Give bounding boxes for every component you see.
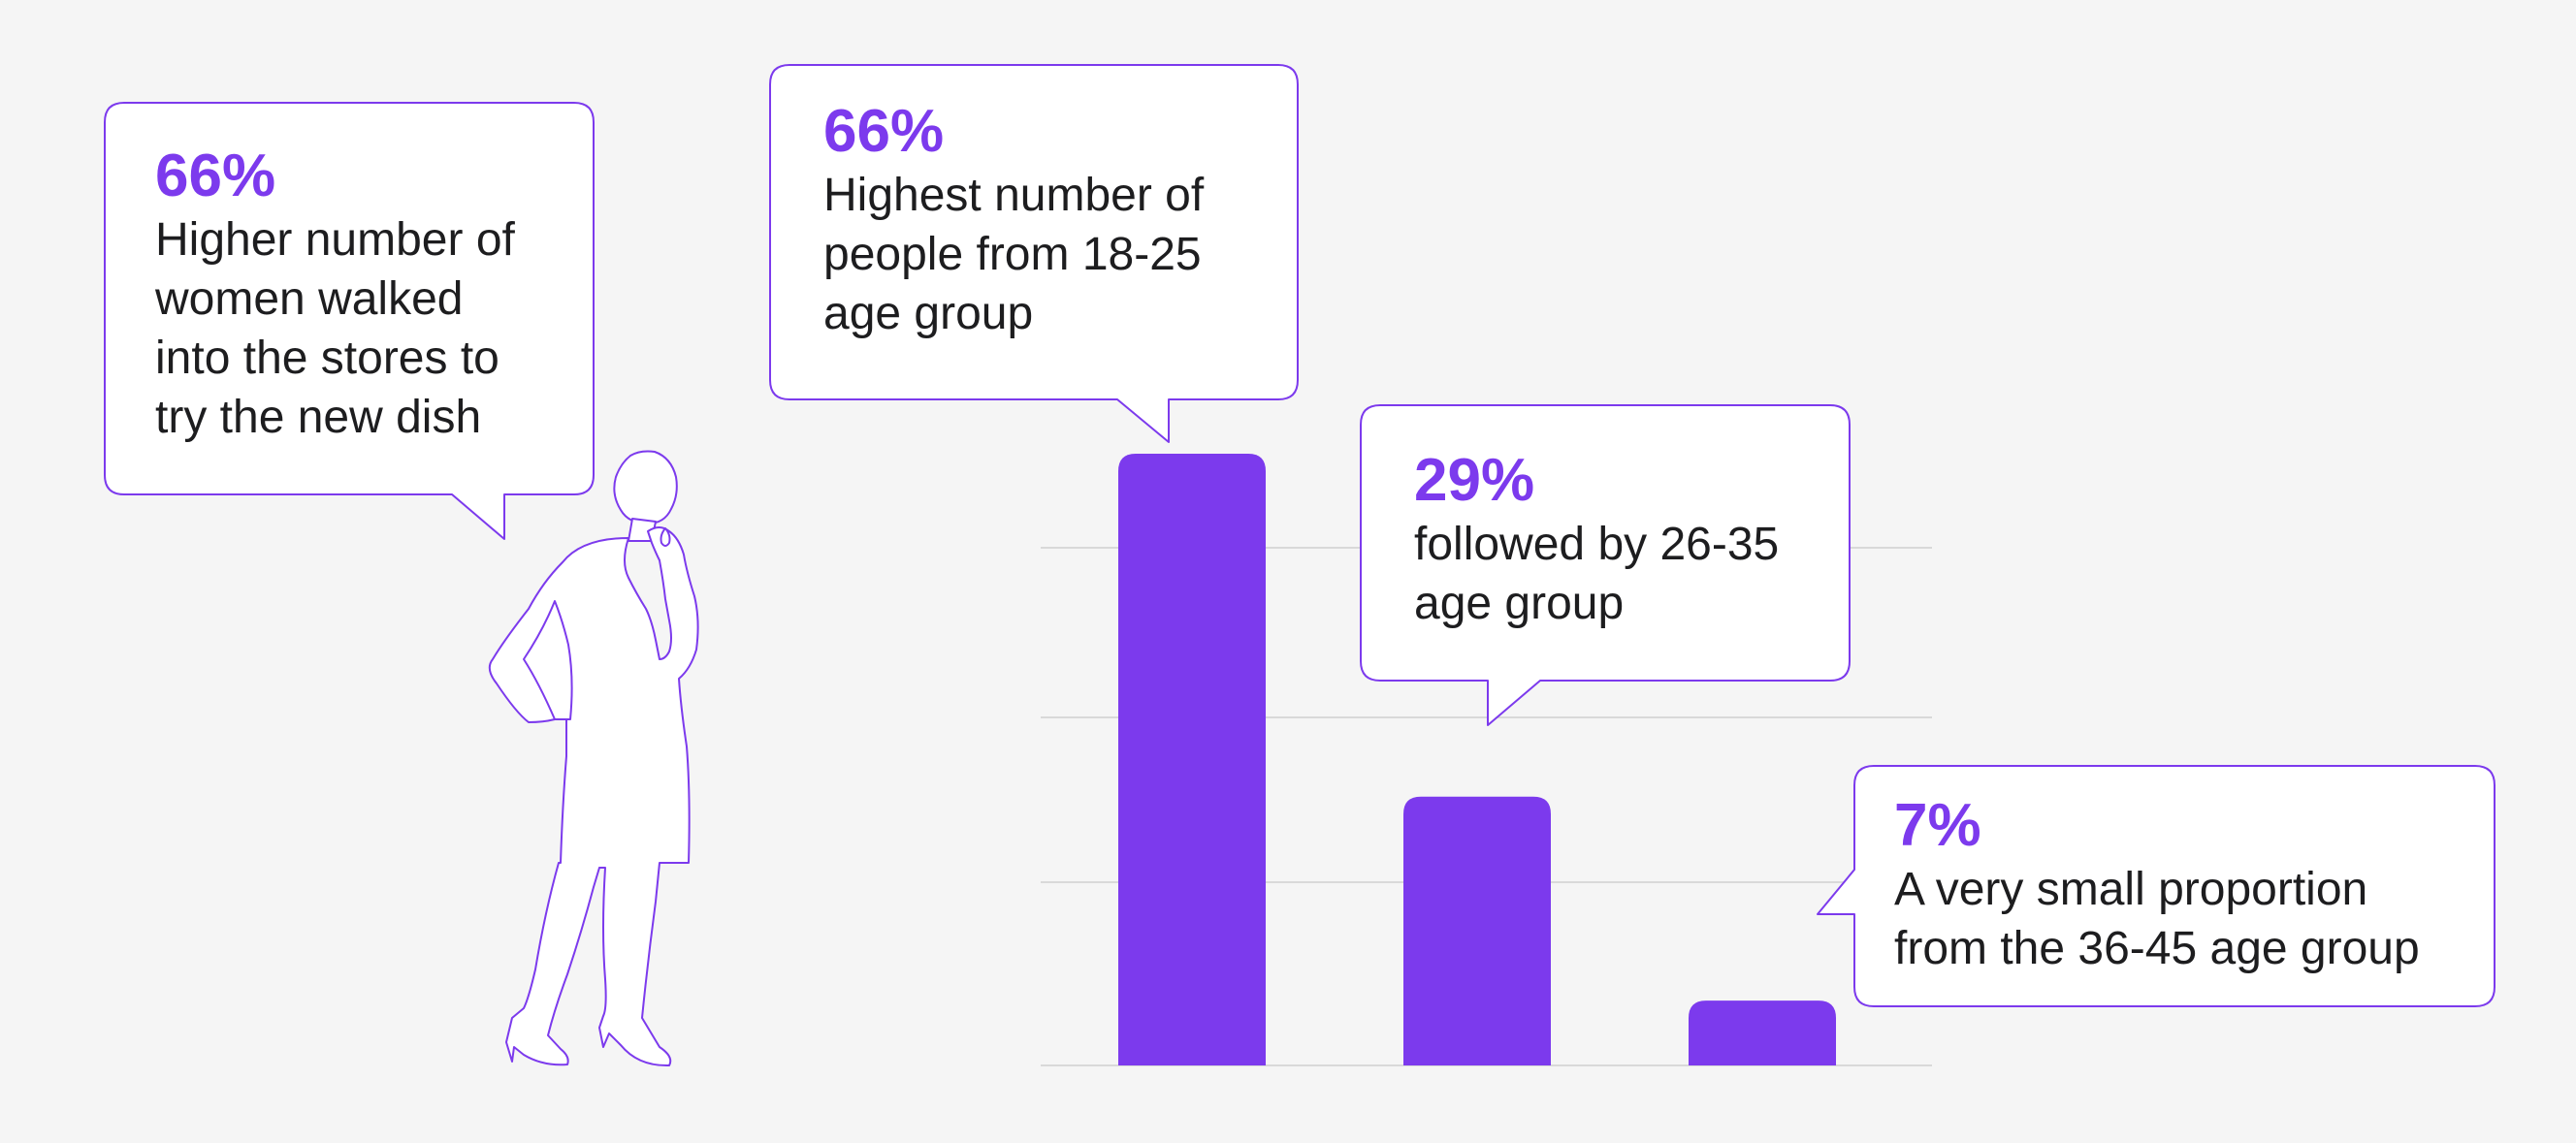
callout-women-value: 66%: [155, 143, 276, 209]
callout-bar-2: 29% followed by 26-35 age group: [1414, 447, 1841, 633]
bar-18-25: [1118, 454, 1266, 1065]
chart-bars: [1118, 454, 1836, 1065]
callout-bar-2-bubble: [1360, 404, 1851, 726]
bar-26-35: [1403, 796, 1551, 1065]
callout-bar-1-value: 66%: [823, 98, 945, 165]
callout-bar-1-bubble: [769, 64, 1299, 443]
callout-bar-3-value: 7%: [1894, 792, 1981, 859]
callout-women-bubble: [104, 102, 595, 540]
callout-bar-3-text: A very small proportion from the 36-45 a…: [1894, 864, 2420, 974]
callout-bar-3: 7% A very small proportion from the 36-4…: [1894, 792, 2486, 978]
callout-women: 66% Higher number of women walked into t…: [155, 143, 582, 447]
callout-women-text: Higher number of women walked into the s…: [155, 214, 515, 443]
woman-silhouette-icon: [488, 450, 699, 1067]
bar-36-45: [1689, 1000, 1836, 1065]
callout-bar-2-text: followed by 26-35 age group: [1414, 519, 1780, 629]
callout-bar-1: 66% Highest number of people from 18-25 …: [823, 98, 1289, 343]
callout-bar-3-bubble: [1817, 765, 2496, 1007]
callout-bar-1-text: Highest number of people from 18-25 age …: [823, 170, 1205, 339]
callout-bar-2-value: 29%: [1414, 447, 1535, 514]
